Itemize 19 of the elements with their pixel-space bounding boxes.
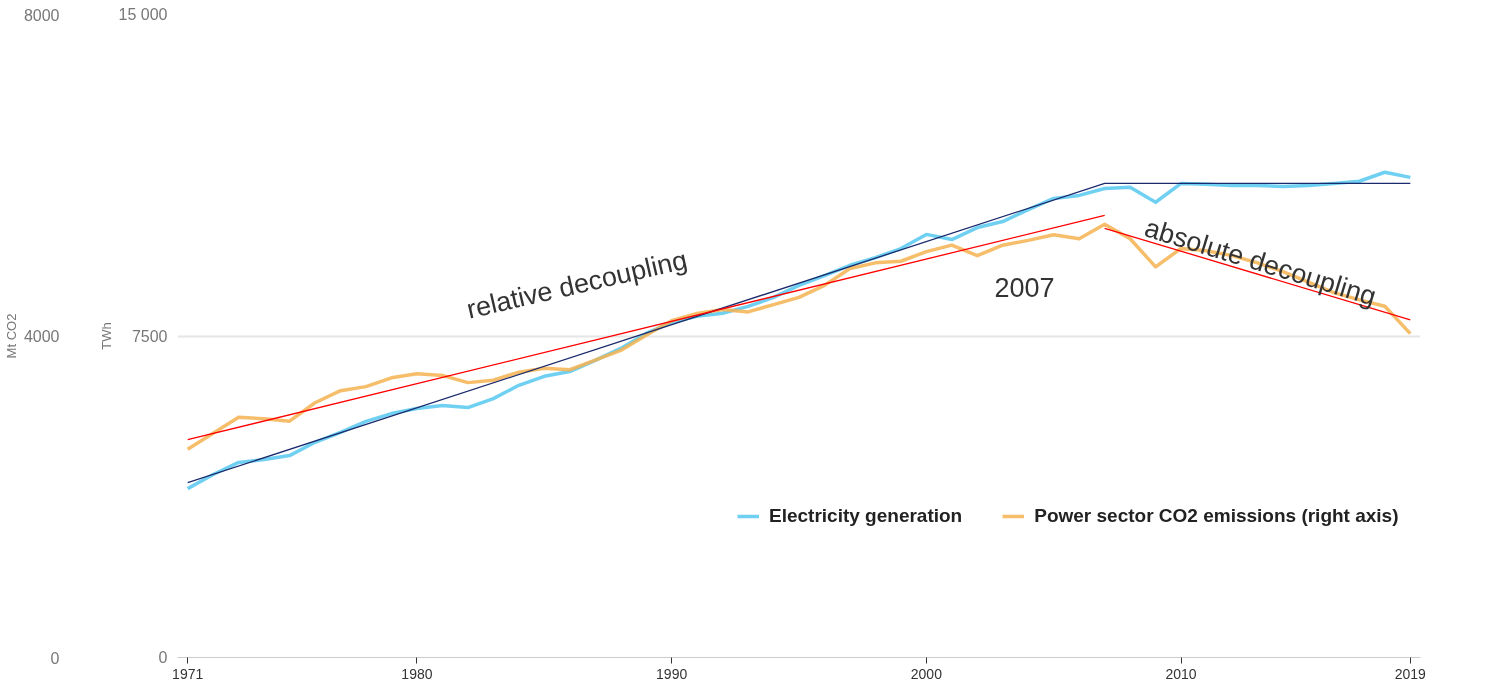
x-tick-label: 1980 [401, 665, 433, 682]
y2-tick-label: 8000 [23, 6, 60, 24]
x-tick-label: 2019 [1394, 665, 1427, 682]
x-tick-label: 1990 [656, 665, 688, 682]
legend-label: Power sector CO2 emissions (right axis) [1034, 505, 1399, 527]
annotation: 2007 [994, 273, 1055, 304]
y-tick-label: 0 [158, 649, 168, 666]
y2-axis-title: Mt CO2 [3, 313, 19, 359]
y-tick-label: 7500 [131, 327, 168, 345]
y2-tick-label: 0 [50, 649, 60, 667]
annotation: relative decoupling [463, 244, 690, 325]
x-tick-label: 2000 [910, 665, 943, 682]
line-series [185, 222, 1413, 452]
x-tick-label: 1971 [172, 665, 204, 682]
x-tick-label: 2010 [1165, 665, 1197, 682]
y-tick-label: 15 000 [118, 6, 168, 23]
y2-tick-label: 4000 [23, 328, 60, 345]
y-axis-title: TWh [98, 322, 114, 350]
legend-label: Electricity generation [769, 505, 963, 527]
